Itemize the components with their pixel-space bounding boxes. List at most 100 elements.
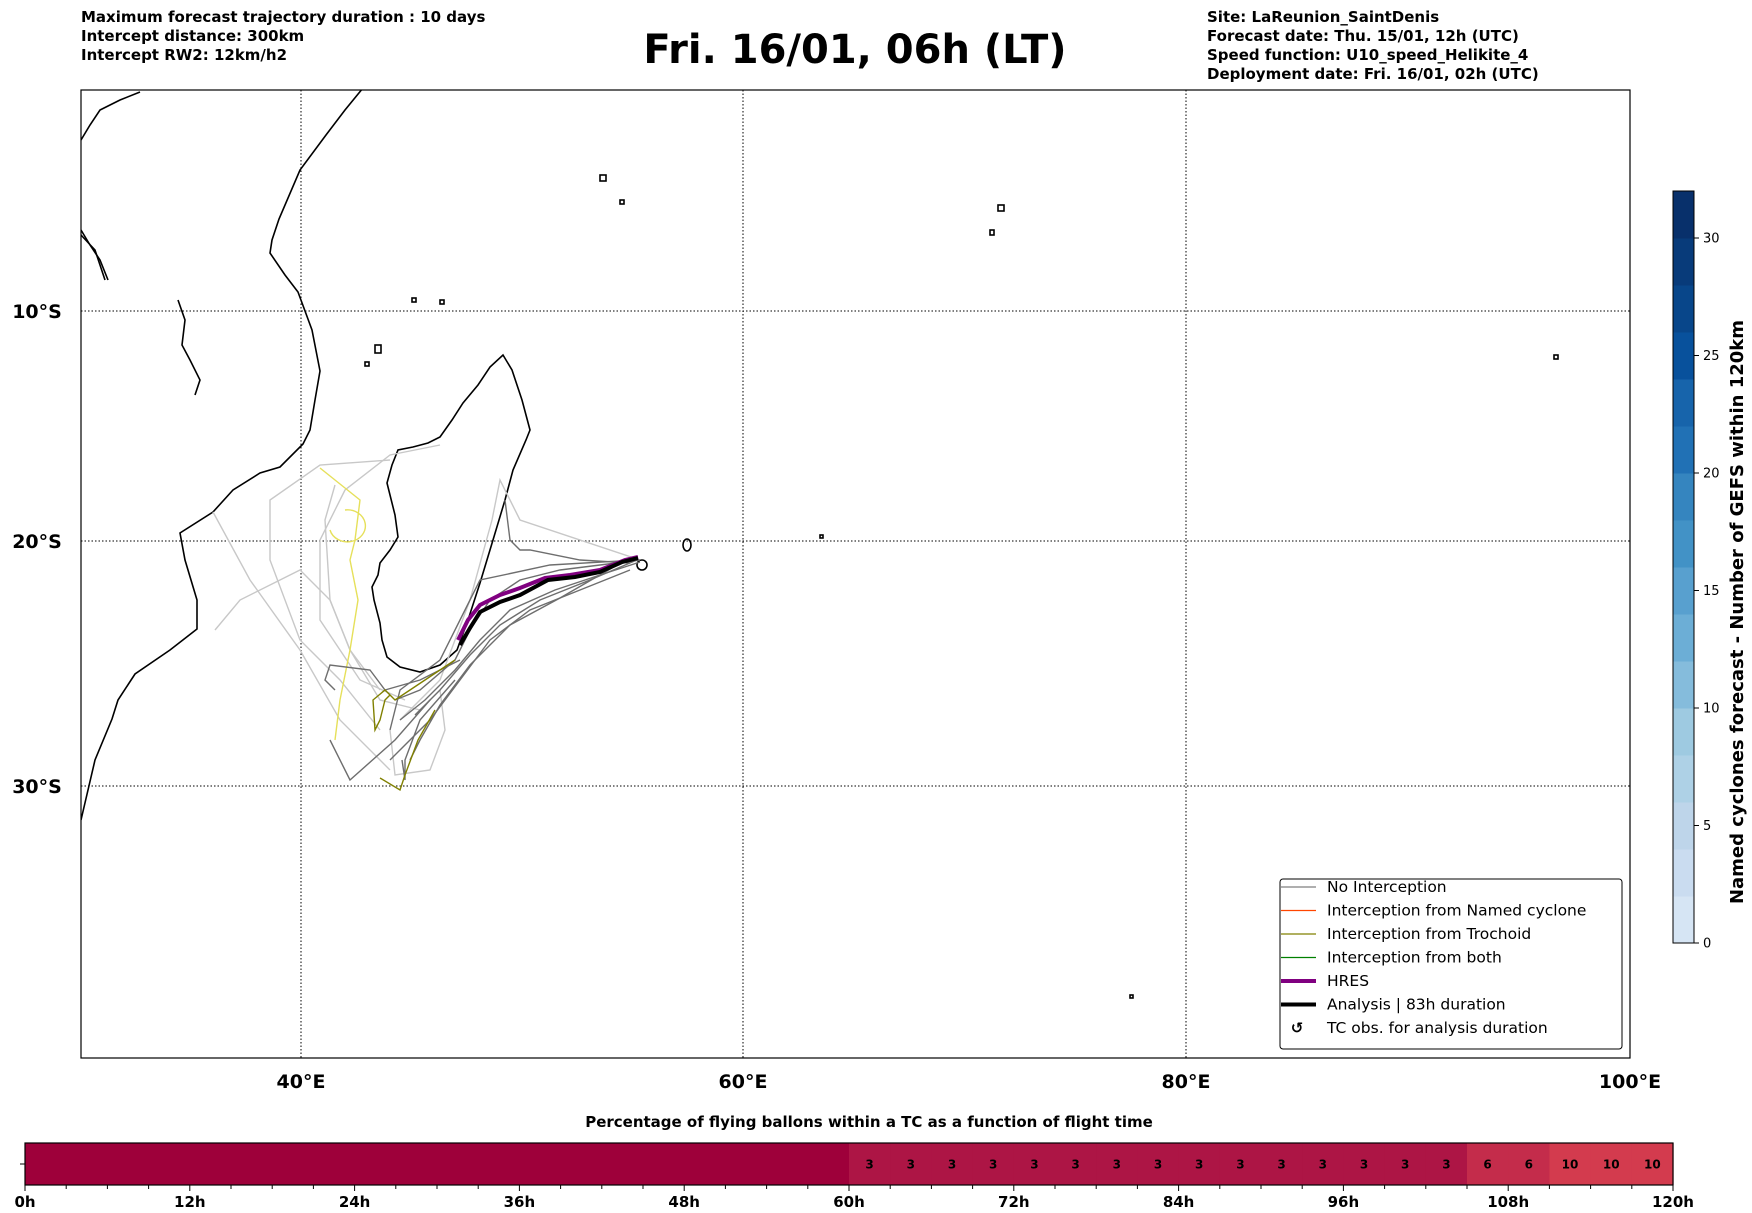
bar-cell <box>890 1143 932 1185</box>
bar-cell-value: 3 <box>1236 1158 1244 1172</box>
bar-cell <box>1343 1143 1386 1185</box>
bar-cell <box>107 1143 150 1185</box>
colorbar-tick-label: 10 <box>1703 702 1720 717</box>
comoros-island <box>374 344 382 354</box>
header-speed-function: Speed function: U10_speed_Helikite_4 <box>1207 46 1528 64</box>
bar-cell <box>272 1143 314 1185</box>
bar-cell <box>1467 1143 1509 1185</box>
bar-cell-value: 3 <box>989 1158 997 1172</box>
colorbar-band <box>1673 896 1694 944</box>
header-right: Site: LaReunion_SaintDenis Forecast date… <box>1207 8 1539 83</box>
bar-cell-value: 10 <box>1562 1158 1579 1172</box>
map-axes: 10°S 20°S 30°S 40°E 60°E 80°E 100°E No I… <box>12 89 1661 1093</box>
colorbar-band <box>1673 661 1694 709</box>
header-intercept-rw2: Intercept RW2: 12km/h2 <box>81 46 287 64</box>
flight-time-bar: Percentage of flying ballons within a TC… <box>14 1113 1694 1211</box>
bar-title: Percentage of flying ballons within a TC… <box>585 1113 1153 1131</box>
bar-tick-label: 12h <box>174 1193 206 1211</box>
bar-cell-value: 3 <box>1401 1158 1409 1172</box>
bar-cell-value: 3 <box>1360 1158 1368 1172</box>
colorbar-band <box>1673 567 1694 615</box>
bar-cell <box>1261 1143 1303 1185</box>
bar-cell <box>1425 1143 1468 1185</box>
legend-label: Interception from Trochoid <box>1327 925 1531 943</box>
hres-trajectory <box>456 555 639 641</box>
bar-cell <box>601 1143 644 1185</box>
bar-tick-label: 120h <box>1652 1193 1694 1211</box>
bar-tick-label: 108h <box>1487 1193 1529 1211</box>
bar-cell <box>1302 1143 1344 1185</box>
bar-cell <box>849 1143 891 1185</box>
colorbar-tick-label: 20 <box>1703 467 1720 482</box>
colorbar-band <box>1673 849 1694 897</box>
bar-cell <box>931 1143 974 1185</box>
bar-cell <box>1137 1143 1180 1185</box>
bar-cell-value: 3 <box>1319 1158 1327 1172</box>
bar-cell-value: 6 <box>1483 1158 1491 1172</box>
legend-item: Interception from both <box>1281 949 1502 967</box>
colorbar-tick-label: 15 <box>1703 584 1720 599</box>
bar-cell <box>437 1143 479 1185</box>
bar-cell <box>519 1143 562 1185</box>
legend-label: Analysis | 83h duration <box>1327 996 1506 1014</box>
colorbar-band <box>1673 379 1694 427</box>
legend-item: No Interception <box>1281 878 1447 896</box>
bar-cell <box>766 1143 809 1185</box>
mauritius-island <box>682 538 692 552</box>
bar-cell-value: 10 <box>1644 1158 1661 1172</box>
analysis-trajectory <box>458 556 639 647</box>
bar-cell-value: 10 <box>1603 1158 1620 1172</box>
africa-coastline <box>81 90 363 821</box>
legend-label: HRES <box>1327 972 1369 990</box>
bar-cell-value: 3 <box>1113 1158 1121 1172</box>
bar-cell-value: 3 <box>1277 1158 1285 1172</box>
bar-cell <box>1013 1143 1056 1185</box>
legend-item: Analysis | 83h duration <box>1281 996 1506 1014</box>
bar-cell-value: 3 <box>1030 1158 1038 1172</box>
bar-tick-label: 0h <box>14 1193 35 1211</box>
colorbar-label: Named cyclones forecast - Number of GEFS… <box>1727 320 1748 904</box>
lon-label-80e: 80°E <box>1162 1071 1211 1093</box>
lat-label-20s: 20°S <box>12 531 62 553</box>
lat-label-10s: 10°S <box>12 301 62 323</box>
bar-cell-value: 3 <box>1195 1158 1203 1172</box>
bar-tick-label: 24h <box>339 1193 371 1211</box>
bar-tick-label: 96h <box>1328 1193 1360 1211</box>
header-left: Maximum forecast trajectory duration : 1… <box>81 8 485 64</box>
bar-cell <box>1549 1143 1592 1185</box>
bar-cell <box>478 1143 520 1185</box>
colorbar-band <box>1673 708 1694 756</box>
reunion-island <box>636 559 648 571</box>
arabia-coastline <box>81 91 141 281</box>
colorbar-band <box>1673 473 1694 521</box>
colorbar-band <box>1673 426 1694 474</box>
lat-label-30s: 30°S <box>12 776 62 798</box>
bar-cell-value: 6 <box>1525 1158 1533 1172</box>
legend-label: No Interception <box>1327 878 1447 896</box>
page-title: Fri. 16/01, 06h (LT) <box>643 27 1066 73</box>
bar-tick-label: 84h <box>1163 1193 1195 1211</box>
legend: No Interception Interception from Named c… <box>1279 878 1623 1050</box>
bar-cell <box>684 1143 726 1185</box>
legend-item: ↺ TC obs. for analysis duration <box>1291 1019 1548 1037</box>
map-frame <box>80 89 1631 1059</box>
trochoid-trajectories <box>372 659 456 792</box>
bar-cell <box>1219 1143 1262 1185</box>
colorbar: 0 5 10 15 20 25 30 Named cyclones forecast - N… <box>1672 190 1748 952</box>
trajectories <box>212 444 641 792</box>
legend-item: HRES <box>1281 972 1369 990</box>
madagascar-coastline <box>371 353 531 673</box>
bar-cell <box>395 1143 438 1185</box>
bar-tick-label: 60h <box>833 1193 865 1211</box>
colorbar-band <box>1673 238 1694 286</box>
header-intercept-distance: Intercept distance: 300km <box>81 27 304 45</box>
colorbar-band <box>1673 285 1694 333</box>
lon-label-60e: 60°E <box>719 1071 768 1093</box>
colorbar-band <box>1673 520 1694 568</box>
colorbar-tick-label: 0 <box>1703 937 1711 952</box>
bar-cell <box>25 1143 67 1185</box>
legend-item: Interception from Named cyclone <box>1281 902 1586 920</box>
bar-cell <box>66 1143 108 1185</box>
bar-cell <box>1096 1143 1138 1185</box>
